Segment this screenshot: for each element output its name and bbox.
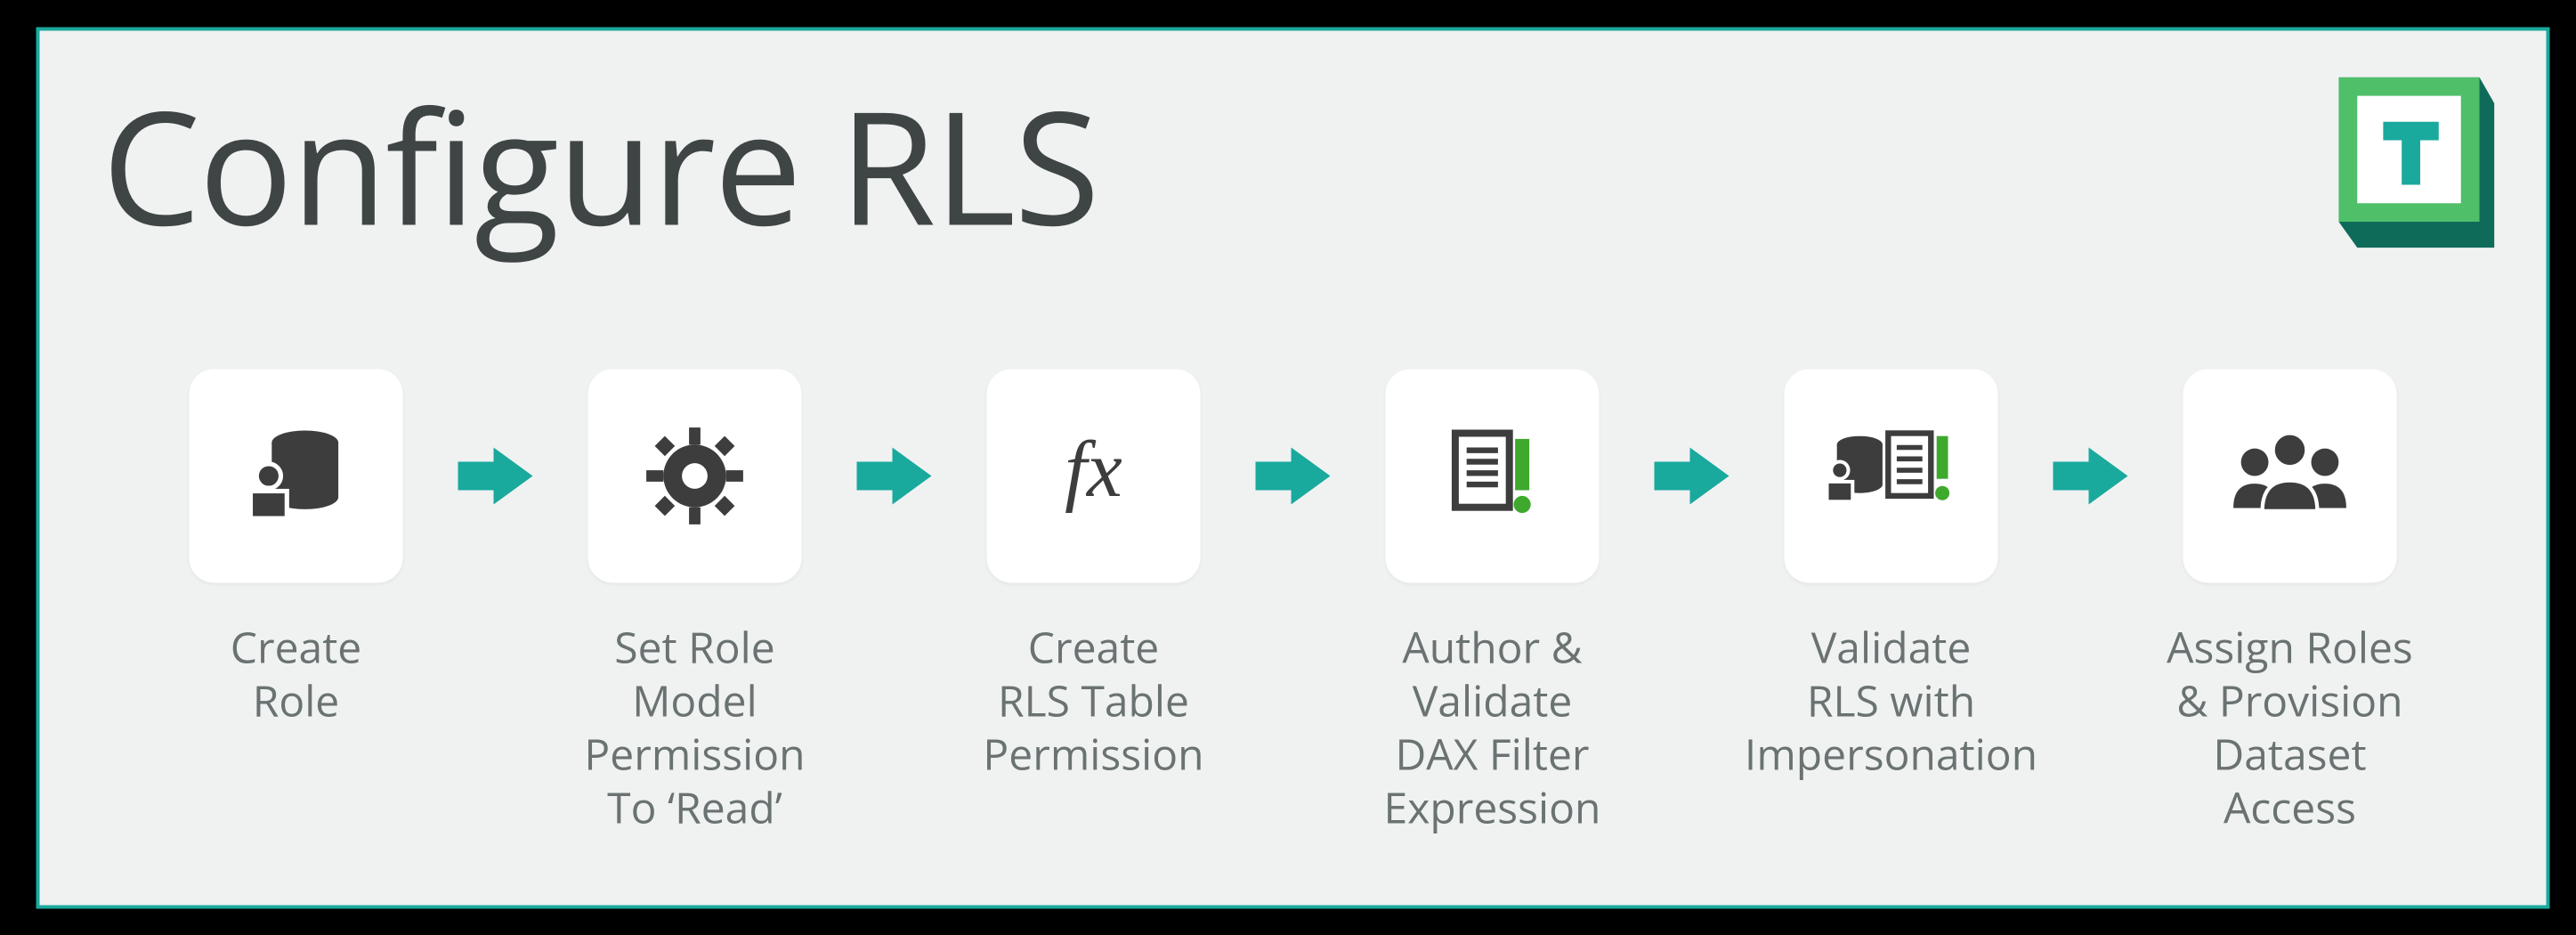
- arrow-icon: [1650, 443, 1732, 508]
- arrow-icon: [454, 443, 536, 508]
- flow-step: Set Role Model Permission To ‘Read’: [536, 369, 853, 835]
- step-label: Create Role: [230, 622, 361, 728]
- flow-arrow: [2049, 369, 2131, 582]
- flow-arrow: [1252, 369, 1333, 582]
- step-label: Set Role Model Permission To ‘Read’: [536, 622, 853, 835]
- flow-step: Author & Validate DAX Filter Expression: [1333, 369, 1650, 835]
- flow-step: Create Role: [137, 369, 454, 728]
- step-label: Assign Roles & Provision Dataset Access: [2167, 622, 2413, 835]
- step-label: Author & Validate DAX Filter Expression: [1333, 622, 1650, 835]
- fx-icon: fx: [986, 369, 1200, 582]
- brand-logo: [2316, 69, 2501, 255]
- svg-text:fx: fx: [1065, 425, 1122, 513]
- role-icon: [189, 369, 402, 582]
- arrow-icon: [2049, 443, 2131, 508]
- flow-arrow: [1650, 369, 1732, 582]
- page-title: Configure RLS: [101, 57, 1098, 271]
- role-doc-icon: [1784, 369, 1997, 582]
- flow-row: Create Role Set Role Model Permission To…: [137, 369, 2448, 835]
- arrow-icon: [853, 443, 935, 508]
- people-icon: [2183, 369, 2396, 582]
- flow-arrow: [853, 369, 935, 582]
- flow-step: Validate RLS with Impersonation: [1732, 369, 2049, 782]
- diagram-frame: Configure RLS Create Role: [0, 0, 2576, 935]
- diagram-panel: Configure RLS Create Role: [36, 27, 2549, 908]
- flow-step: fx Create RLS Table Permission: [935, 369, 1252, 782]
- flow-arrow: [454, 369, 536, 582]
- gear-icon: [587, 369, 801, 582]
- step-label: Create RLS Table Permission: [983, 622, 1203, 782]
- doc-icon: [1385, 369, 1599, 582]
- arrow-icon: [1252, 443, 1333, 508]
- step-label: Validate RLS with Impersonation: [1744, 622, 2037, 782]
- flow-step: Assign Roles & Provision Dataset Access: [2131, 369, 2448, 835]
